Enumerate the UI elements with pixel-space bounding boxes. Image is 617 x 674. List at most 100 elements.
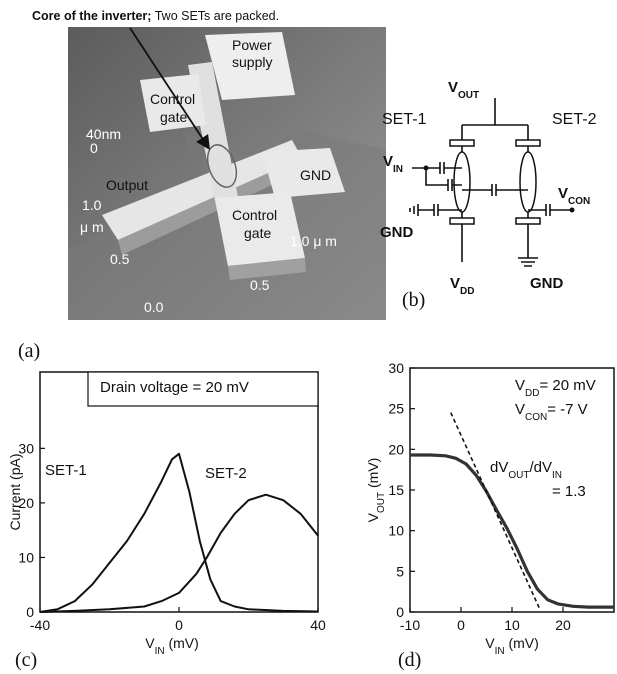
panel-tag: (a) — [18, 340, 40, 362]
caption-bold: Core of the inverter; — [32, 9, 151, 23]
label-line: Control — [232, 207, 277, 223]
x-tick-label: 40 — [310, 617, 326, 633]
series-label: SET-1 — [45, 462, 87, 479]
label-line: supply — [232, 54, 272, 70]
scale-zero: 0 — [90, 140, 98, 156]
y-tick-label: 15 — [388, 482, 404, 498]
annotation-part: = 20 mV — [539, 377, 595, 394]
annotation-part: V — [515, 401, 525, 418]
y-tick-label: 25 — [388, 401, 404, 417]
v-in: VIN — [383, 153, 403, 175]
y-axis-label: Current (pA) — [7, 453, 23, 530]
panel-tag: (b) — [402, 289, 425, 311]
panel-a: Core of the inverter; Two SETs are packe… — [18, 9, 386, 362]
island — [520, 152, 536, 212]
x-axis-label: VIN (mV) — [485, 635, 539, 657]
coupling-cap — [462, 184, 528, 196]
island — [454, 152, 470, 212]
node — [424, 166, 429, 171]
annotation-sub: DD — [525, 388, 539, 399]
annotation-sub: IN — [552, 470, 562, 481]
x-axis-label: VIN (mV) — [145, 635, 199, 657]
annotation: Drain voltage = 20 mV — [100, 379, 249, 396]
annotation: = 1.3 — [552, 483, 586, 500]
axis-label: 0.5 — [110, 251, 130, 267]
caption: Core of the inverter; Two SETs are packe… — [32, 9, 279, 23]
charts: 0 10 20 30 -40 0 40 SET-1 SET-2 Drain voltage = 2… — [7, 360, 614, 671]
series-label: SET-2 — [205, 465, 247, 482]
panel-tag: (d) — [398, 649, 421, 671]
label-line: Power — [232, 37, 272, 53]
annotation-part: V — [515, 377, 525, 394]
label-line: Control — [150, 91, 195, 107]
junction — [450, 140, 474, 146]
label: Powersupply — [232, 37, 272, 70]
annotation-part: dV — [490, 459, 508, 476]
wire — [462, 146, 528, 218]
wire — [462, 224, 538, 266]
label: GND — [300, 167, 331, 183]
x-tick-label: 0 — [175, 617, 183, 633]
axis-label: 1.0 — [82, 197, 102, 213]
v-out-main: V — [448, 79, 458, 96]
annotation: dVOUT/dVIN — [490, 459, 562, 481]
label-line: gate — [244, 225, 271, 241]
x-tick-label: 20 — [555, 617, 571, 633]
axis-label: 1.0 μ m — [290, 233, 337, 249]
label-line: gate — [160, 109, 187, 125]
y-tick-label: 30 — [388, 360, 404, 376]
y-tick-label: 10 — [388, 523, 404, 539]
x-tick-label: 10 — [504, 617, 520, 633]
node — [570, 208, 575, 213]
v-dd-sub: DD — [460, 286, 474, 297]
v-out-sub: OUT — [458, 90, 479, 101]
y-tick-label: 20 — [388, 441, 404, 457]
annotation-part: = -7 V — [547, 401, 587, 418]
panel-tag: (c) — [15, 649, 37, 671]
set-1-label: SET-1 — [382, 111, 427, 128]
gnd-cap — [410, 204, 462, 216]
control-cap — [528, 204, 572, 216]
y-axis-label-sub: OUT — [376, 492, 387, 513]
wire — [462, 98, 528, 140]
x-axis-label-sub: IN — [155, 646, 165, 657]
v-in-sub: IN — [393, 164, 403, 175]
plot-frame — [40, 372, 318, 612]
v-con-sub: CON — [568, 196, 590, 207]
y-axis-label-part: (mV) — [365, 458, 381, 492]
v-dd-main: V — [450, 275, 460, 292]
x-tick-label: -40 — [30, 617, 50, 633]
annotation-sub: CON — [525, 412, 547, 423]
annotation-part: /dV — [529, 459, 552, 476]
gnd-right: GND — [530, 275, 564, 292]
annotation: VCON= -7 V — [515, 401, 588, 423]
y-axis-label: VOUT (mV) — [365, 458, 387, 523]
caption-rest: Two SETs are packed. — [151, 9, 279, 23]
junction — [450, 218, 474, 224]
x-axis-label-part: (mV) — [505, 635, 539, 651]
label: Output — [106, 177, 148, 193]
x-axis-label-part: (mV) — [165, 635, 199, 651]
figure: Core of the inverter; Two SETs are packe… — [0, 0, 617, 674]
v-con-main: V — [558, 185, 568, 202]
v-in-main: V — [383, 153, 393, 170]
x-tick-label: -10 — [400, 617, 420, 633]
y-tick-label: 5 — [396, 563, 404, 579]
annotation-sub: OUT — [508, 470, 529, 481]
junction — [516, 218, 540, 224]
v-con: VCON — [558, 185, 590, 207]
annotation: VDD= 20 mV — [515, 377, 596, 399]
axis-label: μ m — [80, 219, 104, 235]
axis-label: 0.5 — [250, 277, 270, 293]
junction — [516, 140, 540, 146]
v-dd: VDD — [450, 275, 474, 297]
axis-label: 0.0 — [144, 299, 164, 315]
v-out: VOUT — [448, 79, 479, 101]
set-2-label: SET-2 — [552, 111, 597, 128]
y-tick-label: 10 — [18, 549, 34, 565]
panel-b: VOUT SET-1 SET-2 VIN VCON GND VDD GND (b… — [380, 79, 597, 311]
x-axis-label-sub: IN — [495, 646, 505, 657]
fit-line — [451, 413, 540, 610]
x-tick-label: 0 — [457, 617, 465, 633]
gnd-left: GND — [380, 224, 414, 241]
